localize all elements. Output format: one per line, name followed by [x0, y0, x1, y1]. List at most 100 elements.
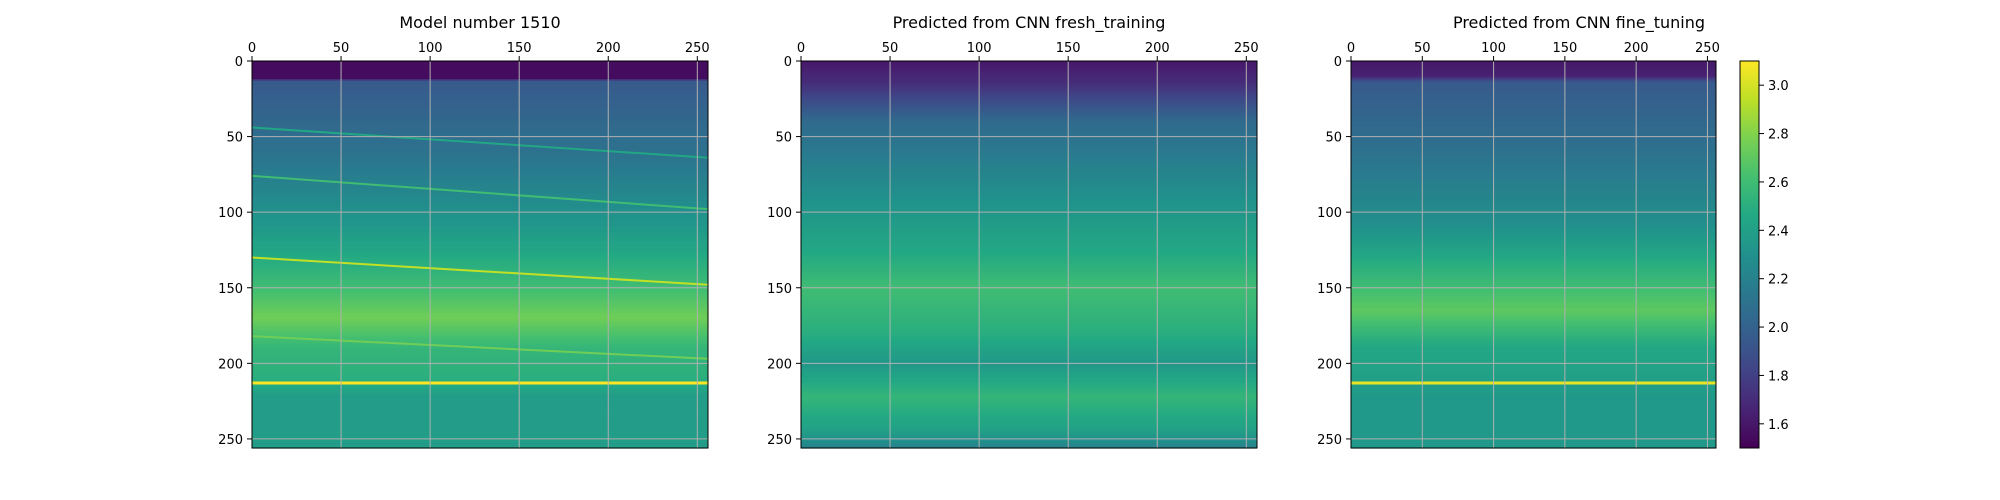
heatmap-band: [1351, 256, 1716, 259]
heatmap-band: [252, 147, 708, 150]
heatmap-band: [1351, 411, 1716, 414]
heatmap-band: [801, 275, 1257, 278]
heatmap-band: [801, 203, 1257, 206]
heatmap-band: [801, 252, 1257, 256]
heatmap-band: [252, 95, 708, 98]
heatmap-band: [801, 295, 1257, 298]
heatmap-band: [1351, 82, 1716, 85]
heatmap-band: [1351, 331, 1716, 334]
heatmap-band: [1351, 94, 1716, 97]
heatmap-band: [1351, 342, 1716, 345]
x-tick-label: 200: [1624, 41, 1649, 56]
grid: [251, 60, 708, 448]
heatmap-band: [1351, 280, 1716, 283]
heatmap-band: [252, 130, 708, 133]
heatmap-band: [252, 150, 708, 153]
heatmap-band: [801, 372, 1257, 375]
heatmap-band: [252, 405, 708, 408]
heatmap-band: [801, 296, 1257, 299]
heatmap-band: [252, 70, 708, 73]
heatmap-band: [801, 304, 1257, 307]
heatmap-band: [252, 154, 708, 157]
heatmap-band: [801, 136, 1257, 139]
heatmap-band: [1351, 233, 1716, 236]
heatmap-band: [801, 407, 1257, 410]
heatmap-band: [801, 269, 1257, 272]
heatmap-band: [801, 144, 1257, 147]
heatmap-band: [1351, 345, 1716, 348]
heatmap-band: [252, 438, 708, 442]
heatmap-panel-model: Model number 1510 0 50 100 150 200 250 0 50 100…: [218, 13, 710, 449]
heatmap-band: [1351, 148, 1716, 151]
heatmap-band: [1351, 181, 1716, 185]
heatmap-band: [1351, 375, 1716, 378]
colorbar-tick-label: 2.2: [1768, 273, 1789, 288]
heatmap-band: [252, 124, 708, 127]
heatmap-band: [801, 429, 1257, 432]
heatmap-band: [801, 382, 1257, 386]
heatmap-band: [801, 328, 1257, 331]
heatmap-band: [1351, 405, 1716, 408]
heatmap-band: [252, 166, 708, 169]
heatmap-band: [252, 165, 708, 168]
heatmap-band: [801, 119, 1257, 123]
panel-title: Model number 1510: [399, 13, 560, 32]
heatmap-band: [801, 151, 1257, 154]
heatmap-band: [1351, 251, 1716, 254]
heatmap-band: [252, 256, 708, 259]
heatmap-band: [801, 354, 1257, 357]
heatmap-band: [252, 263, 708, 266]
heatmap-band: [1351, 269, 1716, 272]
heatmap-band: [1351, 334, 1716, 337]
heatmap-band: [801, 216, 1257, 219]
heatmap-band: [801, 259, 1257, 262]
heatmap-band: [252, 67, 708, 70]
heatmap-band: [801, 337, 1257, 340]
heatmap-band: [1351, 103, 1716, 106]
heatmap-band: [801, 416, 1257, 419]
heatmap-band: [1351, 236, 1716, 239]
heatmap-band: [252, 145, 708, 148]
heatmap-band: [801, 187, 1257, 191]
heatmap-band: [1351, 85, 1716, 88]
heatmap-band: [252, 77, 708, 80]
heatmap-band: [801, 346, 1257, 349]
heatmap-band: [252, 239, 708, 242]
heatmap-band: [801, 423, 1257, 426]
heatmap-band: [252, 88, 708, 91]
heatmap-band: [801, 417, 1257, 420]
x-tick-label: 0: [1347, 41, 1355, 56]
x-tick-label: 0: [248, 41, 256, 56]
heatmap-band: [252, 367, 708, 370]
heatmap-band: [801, 201, 1257, 204]
heatmap-band: [801, 378, 1257, 381]
heatmap-band: [801, 422, 1257, 425]
heatmap-band: [801, 98, 1257, 101]
y-tick-label: 250: [767, 433, 792, 448]
plot-frame: [800, 60, 1258, 449]
heatmap-band: [801, 181, 1257, 185]
heatmap-band: [801, 426, 1257, 429]
heatmap-band: [1351, 367, 1716, 370]
heatmap-band: [1351, 321, 1716, 324]
heatmap-band: [801, 262, 1257, 265]
heatmap-band: [1351, 319, 1716, 322]
heatmap-band: [252, 310, 708, 313]
heatmap-band: [1351, 265, 1716, 268]
heatmap-band: [801, 191, 1257, 194]
heatmap-band: [252, 174, 708, 177]
heatmap-band: [801, 443, 1257, 446]
heatmap-band: [801, 274, 1257, 277]
x-axis: 0 50 100 150 200 250: [248, 41, 710, 61]
heatmap-band: [252, 198, 708, 201]
heatmap-band: [1351, 428, 1716, 431]
heatmap-band: [801, 420, 1257, 423]
heatmap-band: [252, 414, 708, 417]
heatmap-band: [252, 432, 708, 435]
heatmap-band: [252, 207, 708, 210]
heatmap-band: [1351, 153, 1716, 156]
heatmap-band: [801, 107, 1257, 110]
heatmap-band: [801, 307, 1257, 310]
heatmap-band: [801, 101, 1257, 104]
heatmap-band: [252, 171, 708, 174]
